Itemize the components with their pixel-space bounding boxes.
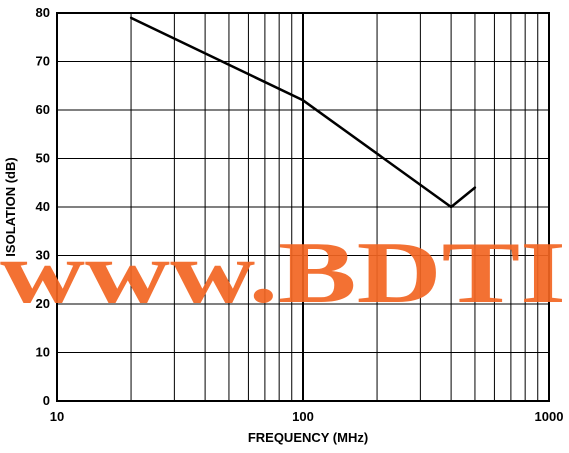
watermark-text: www.BDTI — [0, 225, 566, 322]
isolation-series-line — [130, 16, 476, 209]
y-tick-label: 50 — [36, 151, 50, 166]
x-tick-label: 100 — [292, 409, 314, 424]
y-tick-label: 60 — [36, 102, 50, 117]
y-tick-label: 20 — [36, 296, 50, 311]
series-point — [449, 205, 453, 209]
plot-frame — [56, 12, 550, 402]
x-tick-labels: 10 100 1000 — [50, 409, 564, 424]
y-tick-label: 0 — [43, 393, 50, 408]
y-tick-label: 10 — [36, 345, 50, 360]
y-tick-label: 80 — [36, 5, 50, 20]
x-tick-label: 1000 — [535, 409, 564, 424]
x-axis-label: FREQUENCY (MHz) — [248, 430, 368, 445]
y-tick-label: 30 — [36, 248, 50, 263]
isolation-series-points — [129, 16, 477, 209]
series-point — [473, 186, 477, 189]
y-tick-label: 70 — [36, 54, 50, 69]
x-tick-label: 10 — [50, 409, 64, 424]
y-axis-label: ISOLATION (dB) — [3, 157, 18, 256]
y-tick-labels: 0 10 20 30 40 50 60 70 80 — [36, 5, 50, 408]
y-tick-label: 40 — [36, 199, 50, 214]
series-point — [129, 16, 133, 20]
series-point — [301, 99, 305, 102]
